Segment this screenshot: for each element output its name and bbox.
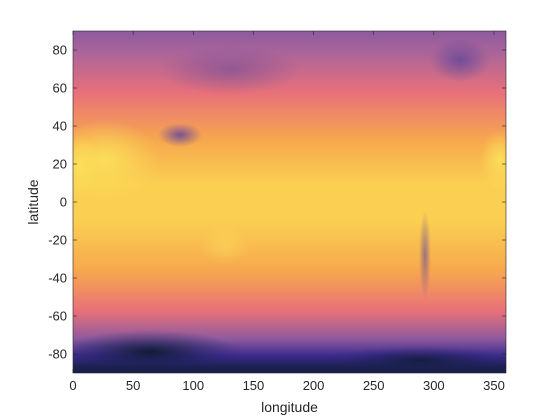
y-tick-label: -80 — [48, 347, 67, 362]
x-tick-label: 0 — [69, 378, 76, 393]
hot-region-east-pacific — [480, 130, 506, 190]
y-tick-label: 40 — [53, 119, 67, 134]
y-tick-label: 0 — [60, 195, 67, 210]
y-axis-ticks: -80 -60 -40 -20 0 20 40 60 80 — [48, 43, 506, 362]
antarctica-edge — [73, 366, 506, 373]
y-tick-label: -60 — [48, 309, 67, 324]
y-tick-label: 20 — [53, 157, 67, 172]
y-tick-label: -40 — [48, 271, 67, 286]
x-tick-label: 100 — [182, 378, 204, 393]
y-tick-label: 60 — [53, 81, 67, 96]
x-tick-label: 300 — [423, 378, 445, 393]
x-tick-label: 200 — [303, 378, 325, 393]
x-tick-label: 250 — [363, 378, 385, 393]
y-tick-label: -20 — [48, 233, 67, 248]
hot-region-australia — [200, 225, 250, 265]
cold-region-andes — [419, 210, 431, 300]
cold-region-greenland — [430, 38, 490, 82]
heatmap-field — [73, 31, 506, 373]
x-tick-label: 150 — [243, 378, 265, 393]
x-axis-label: longitude — [261, 399, 318, 415]
cold-region-siberia — [160, 45, 300, 95]
plot-area — [73, 31, 506, 373]
x-axis-ticks: 0 50 100 150 200 250 300 350 — [69, 31, 505, 393]
y-tick-label: 80 — [53, 43, 67, 58]
x-tick-label: 50 — [126, 378, 140, 393]
antarctica-cold-core — [73, 330, 240, 373]
cold-region-tibet — [158, 123, 202, 147]
x-tick-label: 350 — [483, 378, 505, 393]
y-axis-label: latitude — [25, 179, 41, 224]
hot-region-west-africa — [73, 135, 100, 195]
